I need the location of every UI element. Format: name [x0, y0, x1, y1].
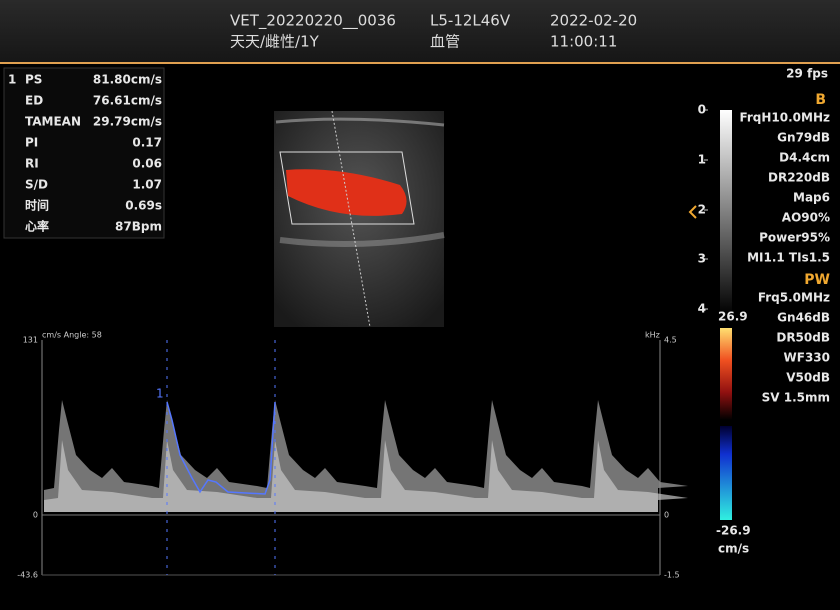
- tissue-layer: [275, 117, 445, 127]
- date: 2022-02-20: [550, 12, 637, 30]
- measurement-label: PS: [25, 73, 42, 87]
- measurement-value: 0.06: [132, 157, 162, 171]
- spectrum-unit-angle: cm/s Angle: 58: [42, 331, 102, 340]
- depth-label: 4: [698, 302, 706, 316]
- cycle-marker: 1: [156, 387, 164, 401]
- measurement-value: 87Bpm: [115, 220, 162, 234]
- pw-mode-param: SV 1.5mm: [762, 391, 830, 405]
- pw-mode-param: Frq5.0MHz: [758, 291, 830, 305]
- measurement-label: TAMEAN: [25, 115, 81, 129]
- exam-id: VET_20220220__0036: [230, 12, 396, 31]
- color-scale-min: -26.9: [716, 524, 751, 538]
- depth-label: 1: [698, 153, 706, 167]
- measurement-value: 0.17: [132, 136, 162, 150]
- right-tick: -1.5: [664, 571, 680, 580]
- right-tick: 0: [664, 511, 669, 520]
- depth-label: 3: [698, 252, 706, 266]
- color-box: [279, 151, 415, 225]
- probe: L5-12L46V: [430, 12, 511, 30]
- spectrum-core: [44, 440, 688, 512]
- b-mode-title: B: [815, 92, 826, 108]
- tissue-layer: [279, 232, 445, 247]
- measurement-label: S/D: [25, 178, 48, 192]
- left-tick: 131: [23, 336, 38, 345]
- spectrum-area: [44, 400, 688, 512]
- sample-line: [331, 110, 371, 328]
- focus-marker: [688, 205, 697, 219]
- b-mode-param: AO90%: [782, 211, 830, 225]
- preset: 血管: [430, 33, 460, 51]
- color-bar-positive: [720, 328, 732, 420]
- depth-label: 0: [698, 103, 706, 117]
- patient: 天天/雌性/1Y: [230, 33, 320, 51]
- color-scale-unit: cm/s: [718, 542, 749, 556]
- header-bar: [0, 0, 840, 62]
- measurement-value: 29.79cm/s: [93, 115, 162, 129]
- b-mode-param: Power95%: [759, 231, 830, 245]
- b-mode-param: Map6: [793, 191, 830, 205]
- spectrum-envelope: [44, 400, 688, 512]
- measurement-value: 0.69s: [125, 199, 162, 213]
- right-tick: 4.5: [664, 336, 677, 345]
- gray-bar: [720, 110, 732, 315]
- b-mode-param: FrqH10.0MHz: [739, 111, 830, 125]
- color-flow-vessel: [286, 169, 407, 216]
- pw-mode-param: V50dB: [786, 371, 830, 385]
- measurement-label: 心率: [25, 219, 49, 234]
- measurement-label: 时间: [25, 198, 49, 213]
- pw-mode-title: PW: [804, 272, 830, 288]
- b-mode-param: MI1.1 TIs1.5: [747, 251, 830, 265]
- measurement-label: ED: [25, 94, 43, 108]
- depth-ticks: [704, 109, 708, 310]
- b-mode-param: Gn79dB: [777, 131, 830, 145]
- left-tick: -43.6: [17, 571, 38, 580]
- spectrum-trace: [166, 401, 276, 495]
- left-tick: 0: [33, 511, 38, 520]
- depth-label: 2: [698, 203, 706, 217]
- time: 11:00:11: [550, 33, 617, 51]
- frame-rate: 29 fps: [786, 67, 828, 81]
- b-mode-param: DR220dB: [768, 171, 830, 185]
- measurement-value: 1.07: [132, 178, 162, 192]
- pw-mode-param: WF330: [784, 351, 830, 365]
- measurement-label: PI: [25, 136, 38, 150]
- measurement-index: 1: [8, 73, 16, 87]
- pw-mode-param: DR50dB: [776, 331, 830, 345]
- measurement-box: [3, 67, 165, 239]
- b-mode-image: [274, 111, 444, 327]
- color-bar-negative: [720, 426, 732, 520]
- measurement-value: 81.80cm/s: [93, 73, 162, 87]
- b-mode-param: D4.4cm: [779, 151, 830, 165]
- right-unit: kHz: [645, 331, 660, 340]
- measurement-label: RI: [25, 157, 39, 171]
- color-scale-max: 26.9: [718, 310, 748, 324]
- pw-mode-param: Gn46dB: [777, 311, 830, 325]
- measurement-value: 76.61cm/s: [93, 94, 162, 108]
